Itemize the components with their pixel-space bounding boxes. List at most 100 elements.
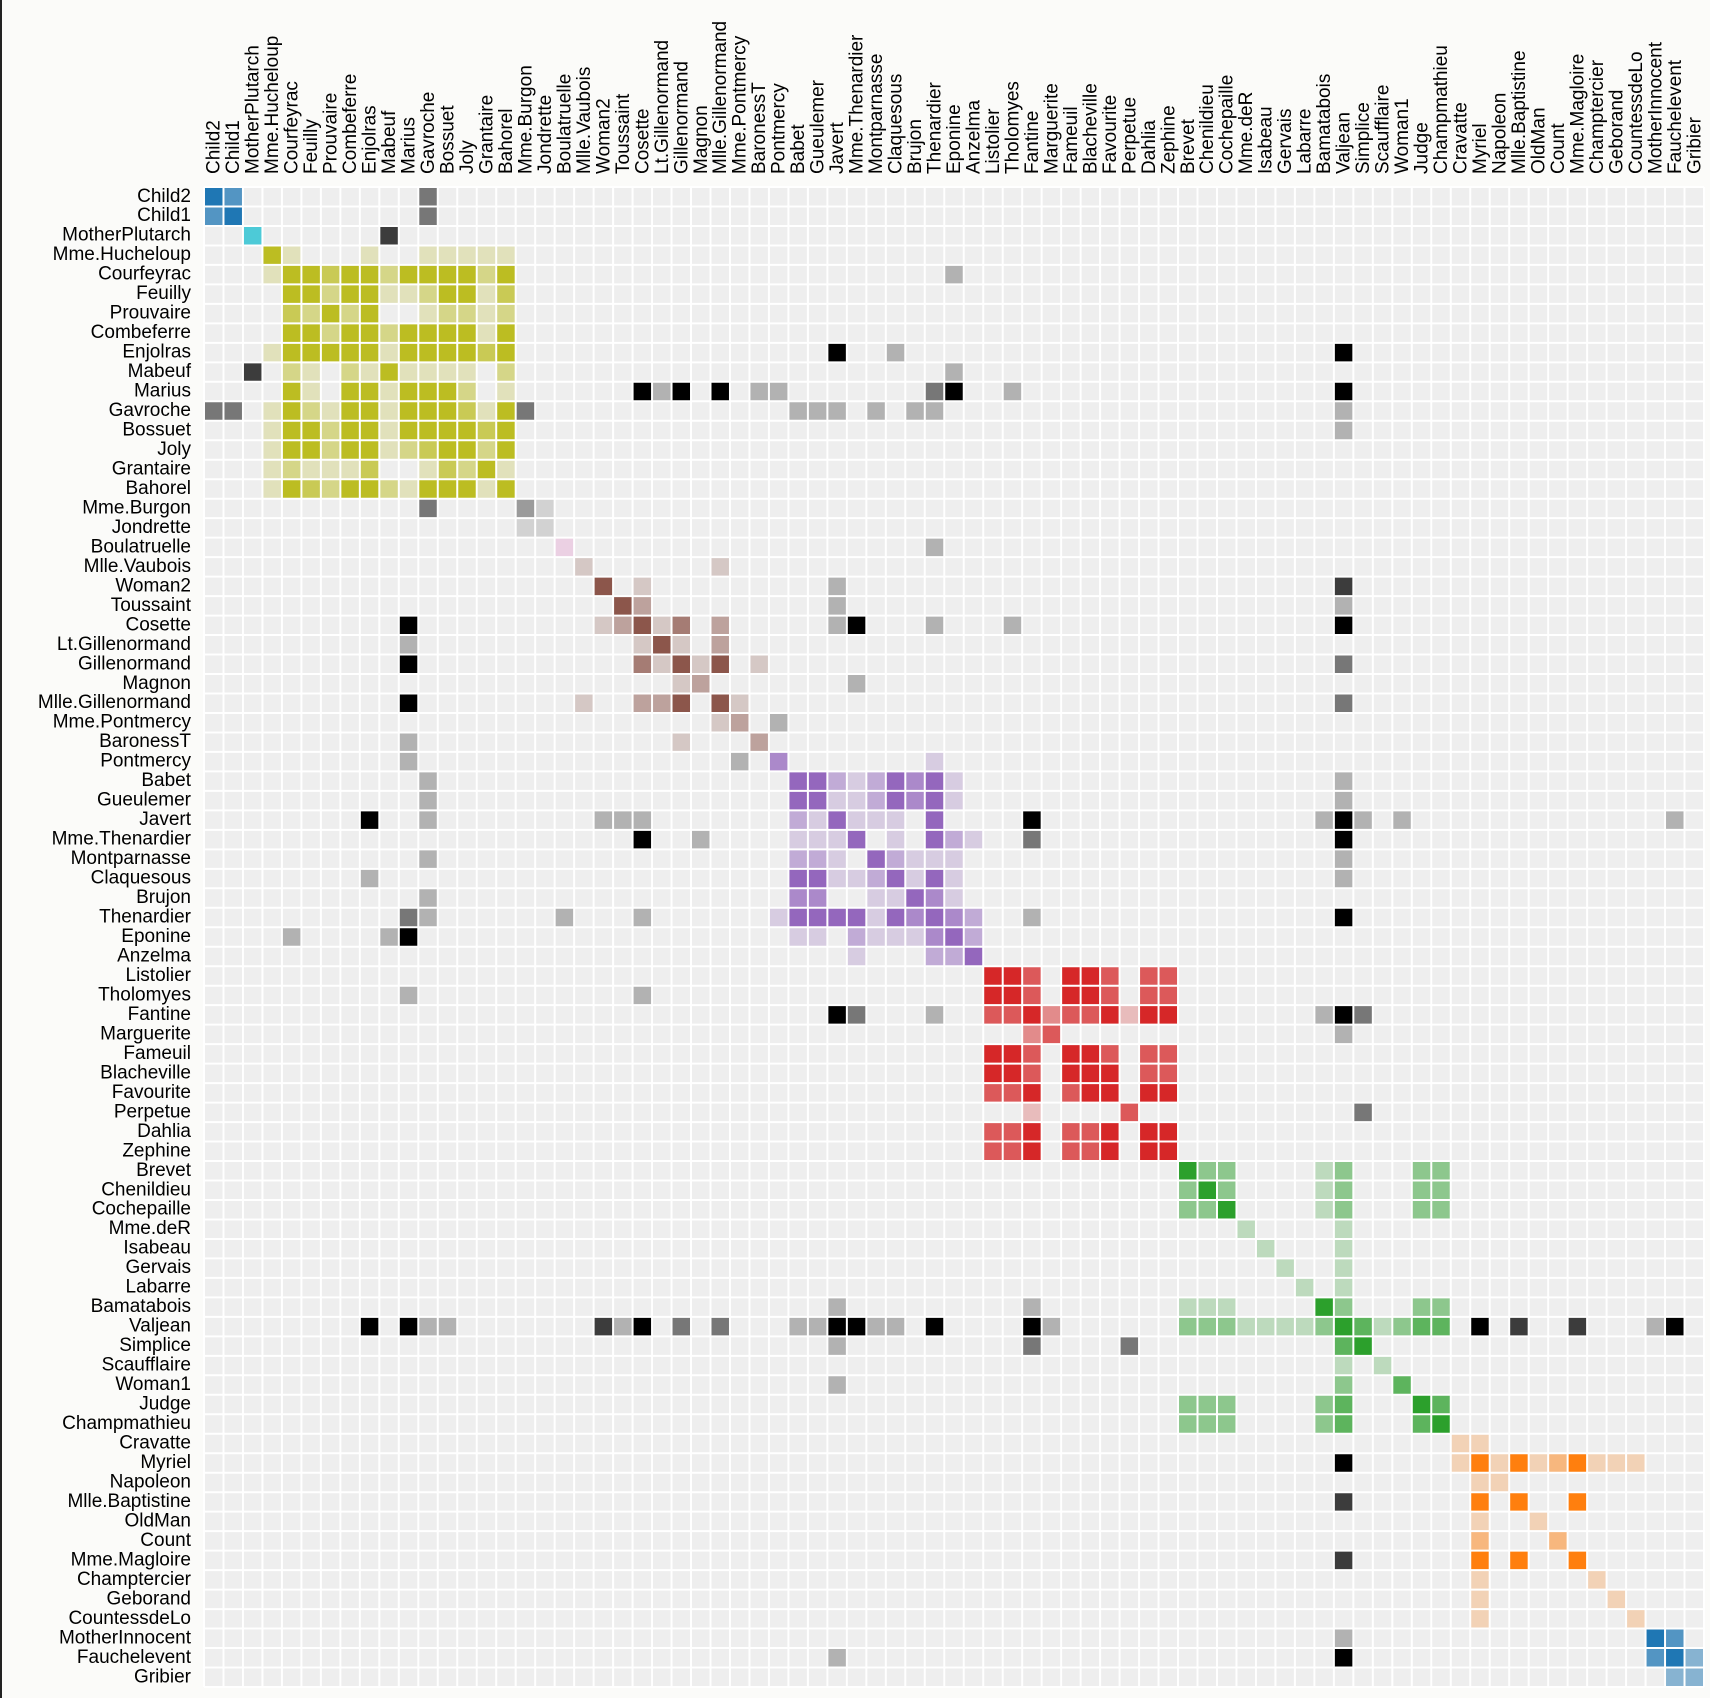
matrix-cell[interactable]: Enjolras / Feuilly: 6 (301, 342, 321, 363)
matrix-cell[interactable]: Thenardier / Mme.Thenardier: 13 (846, 907, 867, 928)
matrix-cell[interactable]: Gavroche / Bossuet: 5 (437, 401, 458, 421)
matrix-cell[interactable]: Tholomyes / Favourite: 3 (1100, 985, 1120, 1006)
matrix-cell[interactable]: Fantine / Bamatabois: 1 (1314, 1005, 1334, 1025)
matrix-cell[interactable]: Babet / Eponine: 1 (944, 771, 964, 791)
matrix-cell[interactable]: Labarre / Valjean: 1 (1333, 1277, 1354, 1298)
matrix-cell[interactable]: Tholomyes / Tholomyes: 26 (1002, 985, 1023, 1006)
matrix-cell[interactable]: Claquesous / Montparnasse: 2 (866, 868, 886, 889)
matrix-cell[interactable]: Montparnasse / Babet: 2 (788, 849, 808, 869)
matrix-cell[interactable]: Mme.Magloire / Myriel: 10 (1470, 1550, 1490, 1571)
matrix-cell[interactable]: Bamatabois / Javert: 1 (827, 1297, 847, 1317)
matrix-cell[interactable]: Marius / Tholomyes: 1 (1002, 381, 1023, 402)
matrix-cell[interactable]: Javert / Simplice: 1 (1353, 810, 1373, 830)
matrix-cell[interactable]: Favourite / Zephine: 4 (1158, 1083, 1179, 1103)
matrix-cell[interactable]: Dahlia / Favourite: 5 (1100, 1122, 1120, 1142)
matrix-cell[interactable]: Brujon / Thenardier: 3 (924, 888, 945, 908)
matrix-cell[interactable]: Eponine / Anzelma: 2 (963, 927, 984, 947)
matrix-cell[interactable]: Chenildieu / Cochepaille: 2 (1216, 1180, 1237, 1200)
matrix-cell[interactable]: Eponine / Marius: 5 (398, 927, 419, 947)
matrix-cell[interactable]: Grantaire / Combeferre: 1 (340, 459, 360, 480)
matrix-cell[interactable]: Valjean / Enjolras: 4 (359, 1316, 380, 1337)
matrix-cell[interactable]: Montparnasse / Gueulemer: 2 (807, 849, 828, 869)
matrix-cell[interactable]: Feuilly / Enjolras: 6 (359, 284, 380, 304)
matrix-cell[interactable]: Bahorel / Bossuet: 4 (437, 479, 458, 499)
matrix-cell[interactable]: Mme.Thenardier / Gueulemer: 1 (807, 829, 828, 850)
matrix-cell[interactable]: Babet / Montparnasse: 2 (866, 771, 886, 791)
matrix-cell[interactable]: Javert / Cosette: 1 (632, 810, 653, 830)
matrix-cell[interactable]: Eponine / Montparnasse: 1 (866, 927, 886, 947)
matrix-cell[interactable]: BaronessT / BaronessT: 2 (749, 732, 769, 752)
matrix-cell[interactable]: Fauchelevent / MotherInnocent: 3 (1645, 1648, 1666, 1668)
matrix-cell[interactable]: Enjolras / Courfeyrac: 17 (281, 342, 302, 363)
matrix-cell[interactable]: Valjean / Mme.deR: 1 (1236, 1316, 1256, 1337)
matrix-cell[interactable]: Woman1 / Valjean: 2 (1333, 1375, 1354, 1395)
matrix-cell[interactable]: Chenildieu / Chenildieu: 11 (1197, 1180, 1217, 1200)
matrix-cell[interactable]: Mlle.Gillenormand / Mlle.Vaubois: 1 (574, 693, 594, 713)
matrix-cell[interactable]: Gavroche / Babet: 1 (788, 401, 808, 421)
matrix-cell[interactable]: Brujon / Gueulemer: 3 (807, 888, 828, 908)
matrix-cell[interactable]: Valjean / Woman2: 3 (593, 1316, 614, 1337)
matrix-cell[interactable]: Champmathieu / Brevet: 2 (1178, 1414, 1198, 1434)
matrix-cell[interactable]: Valjean / Brevet: 2 (1178, 1316, 1198, 1337)
matrix-cell[interactable]: Listolier / Tholomyes: 4 (1002, 966, 1023, 986)
matrix-cell[interactable]: Cosette / Lt.Gillenormand: 1 (652, 615, 672, 636)
matrix-cell[interactable]: Woman1 / Woman1: 3 (1392, 1375, 1412, 1395)
matrix-cell[interactable]: Valjean / Scaufflaire: 1 (1372, 1316, 1393, 1337)
matrix-cell[interactable]: Champmathieu / Champmathieu: 14 (1431, 1414, 1451, 1434)
matrix-cell[interactable]: Mme.Hucheloup / Bossuet: 1 (437, 245, 458, 265)
matrix-cell[interactable]: Mlle.Gillenormand / Valjean: 2 (1333, 693, 1354, 713)
matrix-cell[interactable]: Mabeuf / Eponine: 1 (944, 362, 964, 382)
matrix-cell[interactable]: Valjean / MotherInnocent: 1 (1645, 1316, 1666, 1337)
matrix-cell[interactable]: Gueulemer / Montparnasse: 2 (866, 790, 886, 811)
matrix-cell[interactable]: Bossuet / Valjean: 1 (1333, 420, 1354, 441)
matrix-cell[interactable]: Myriel / Champtercier: 1 (1587, 1453, 1607, 1473)
matrix-cell[interactable]: Count / Count: 2 (1548, 1531, 1568, 1551)
matrix-cell[interactable]: Mme.Hucheloup / Mme.Hucheloup: 7 (262, 245, 282, 265)
matrix-cell[interactable]: Javert / Fantine: 5 (1022, 810, 1042, 830)
matrix-cell[interactable]: Feuilly / Bahorel: 3 (496, 284, 516, 304)
matrix-cell[interactable]: Mme.Burgon / Gavroche: 2 (418, 498, 438, 519)
matrix-cell[interactable]: Valjean / Gueulemer: 1 (807, 1316, 828, 1337)
matrix-cell[interactable]: Perpetue / Simplice: 2 (1353, 1102, 1373, 1123)
matrix-cell[interactable]: Valjean / Bossuet: 1 (437, 1316, 458, 1337)
matrix-cell[interactable]: Mlle.Gillenormand / Mme.Pontmercy: 1 (729, 693, 750, 713)
matrix-cell[interactable]: Blacheville / Blacheville: 25 (1080, 1063, 1101, 1084)
matrix-cell[interactable]: Joly / Combeferre: 5 (340, 440, 360, 460)
matrix-cell[interactable]: Cosette / Cosette: 68 (632, 615, 653, 636)
matrix-cell[interactable]: Gavroche / Enjolras: 7 (359, 401, 380, 421)
matrix-cell[interactable]: Gueulemer / Gueulemer: 25 (807, 790, 828, 811)
matrix-cell[interactable]: Courfeyrac / Combeferre: 13 (340, 264, 360, 285)
matrix-cell[interactable]: Brujon / Eponine: 1 (944, 888, 964, 908)
matrix-cell[interactable]: Claquesous / Thenardier: 4 (924, 868, 945, 889)
matrix-cell[interactable]: Courfeyrac / Bahorel: 6 (496, 264, 516, 285)
matrix-cell[interactable]: Thenardier / Thenardier: 61 (924, 907, 945, 928)
matrix-cell[interactable]: Eponine / Mabeuf: 1 (379, 927, 399, 947)
matrix-cell[interactable]: Javert / Montparnasse: 1 (866, 810, 886, 830)
matrix-cell[interactable]: Pontmercy / Thenardier: 1 (924, 751, 945, 772)
matrix-cell[interactable]: Combeferre / Bossuet: 9 (437, 323, 458, 343)
matrix-cell[interactable]: Gillenormand / Magnon: 1 (691, 654, 711, 675)
matrix-cell[interactable]: Mabeuf / Bahorel: 2 (496, 362, 516, 382)
matrix-cell[interactable]: Montparnasse / Eponine: 1 (944, 849, 964, 869)
matrix-cell[interactable]: Myriel / Geborand: 1 (1606, 1453, 1627, 1473)
matrix-cell[interactable]: Joly / Marius: 2 (398, 440, 419, 460)
matrix-cell[interactable]: Cosette / Marius: 21 (398, 615, 419, 636)
matrix-cell[interactable]: Fameuil / Tholomyes: 4 (1002, 1044, 1023, 1064)
matrix-cell[interactable]: Cochepaille / Judge: 2 (1411, 1199, 1432, 1220)
matrix-cell[interactable]: Gavroche / Bahorel: 5 (496, 401, 516, 421)
matrix-cell[interactable]: Mlle.Baptistine / Mme.Magloire: 6 (1567, 1492, 1588, 1512)
matrix-cell[interactable]: Magnon / Magnon: 2 (691, 674, 711, 694)
matrix-cell[interactable]: Gueulemer / Gavroche: 1 (418, 790, 438, 811)
matrix-cell[interactable]: Marius / Bahorel: 1 (496, 381, 516, 402)
matrix-cell[interactable]: Javert / Bamatabois: 1 (1314, 810, 1334, 830)
matrix-cell[interactable]: Isabeau / Isabeau: 1 (1255, 1238, 1276, 1259)
matrix-cell[interactable]: Chenildieu / Champmathieu: 2 (1431, 1180, 1451, 1200)
matrix-cell[interactable]: Zephine / Blacheville: 3 (1080, 1141, 1101, 1162)
matrix-cell[interactable]: Mlle.Gillenormand / Mlle.Gillenormand: 2… (710, 693, 730, 713)
matrix-cell[interactable]: Joly / Courfeyrac: 5 (281, 440, 302, 460)
matrix-cell[interactable]: Judge / Cochepaille: 2 (1216, 1394, 1237, 1415)
matrix-cell[interactable]: Gavroche / Prouvaire: 1 (320, 401, 341, 421)
matrix-cell[interactable]: Gillenormand / Lt.Gillenormand: 1 (652, 654, 672, 675)
matrix-cell[interactable]: Fauchelevent / Valjean: 8 (1333, 1648, 1354, 1668)
matrix-cell[interactable]: Dahlia / Dahlia: 25 (1139, 1122, 1159, 1142)
